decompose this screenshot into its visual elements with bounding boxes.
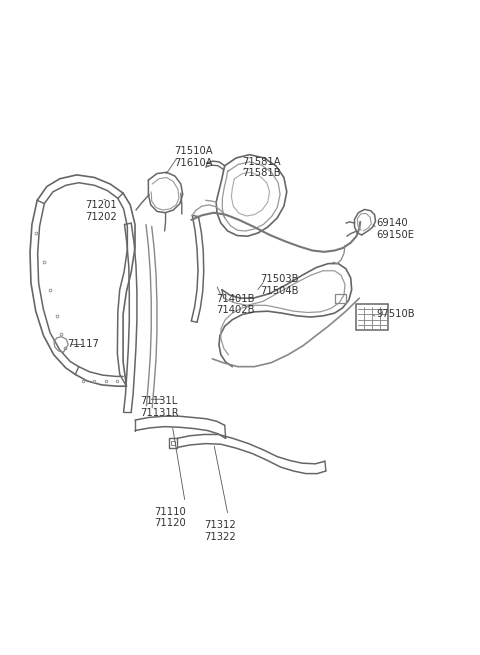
Text: 71503B
71504B: 71503B 71504B [260, 274, 299, 295]
Text: 69140
69150E: 69140 69150E [376, 218, 414, 240]
Bar [357, 304, 388, 330]
Text: 71581A
71581B: 71581A 71581B [242, 157, 281, 178]
Text: 71201
71202: 71201 71202 [85, 200, 117, 222]
Text: 71401B
71402B: 71401B 71402B [216, 293, 254, 315]
Text: 71110
71120: 71110 71120 [154, 507, 186, 529]
Text: 71510A
71610A: 71510A 71610A [174, 146, 213, 168]
Text: 71117: 71117 [67, 339, 99, 349]
Text: 71131L
71131R: 71131L 71131R [140, 396, 179, 418]
Text: 71312
71322: 71312 71322 [204, 520, 236, 542]
Text: 97510B: 97510B [376, 309, 415, 319]
